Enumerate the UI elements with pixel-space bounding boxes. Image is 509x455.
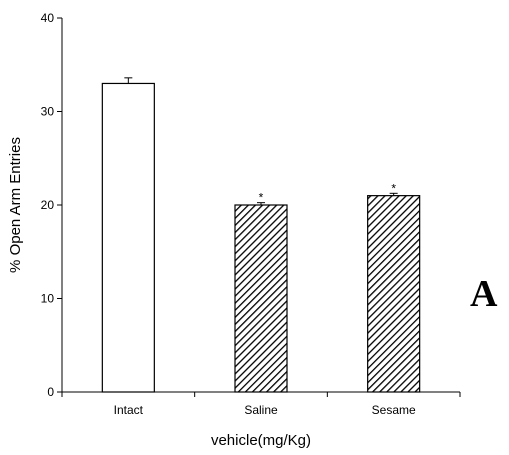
x-axis: Intact Saline Sesame xyxy=(61,391,461,417)
y-tick-label: 10 xyxy=(41,292,55,306)
x-category-label: Saline xyxy=(244,403,278,417)
bar-sesame xyxy=(367,195,421,393)
x-category-label: Sesame xyxy=(372,403,416,417)
x-axis-title: vehicle(mg/Kg) xyxy=(211,432,311,449)
y-tick-label: 20 xyxy=(41,198,55,212)
y-tick-label: 40 xyxy=(41,11,55,25)
y-axis: 0 10 20 30 40 xyxy=(41,11,63,399)
panel-label: A xyxy=(470,273,498,315)
significance-markers: ** xyxy=(259,181,397,204)
bar-intact xyxy=(101,82,155,393)
bar-saline xyxy=(234,204,288,393)
significance-asterisk: * xyxy=(391,181,396,195)
error-bars xyxy=(124,77,398,205)
bars xyxy=(101,82,421,393)
significance-asterisk: * xyxy=(259,191,264,205)
y-tick-label: 30 xyxy=(41,105,55,119)
y-axis-title: % Open Arm Entries xyxy=(7,137,24,273)
x-category-label: Intact xyxy=(114,403,144,417)
y-tick-label: 0 xyxy=(47,385,54,399)
